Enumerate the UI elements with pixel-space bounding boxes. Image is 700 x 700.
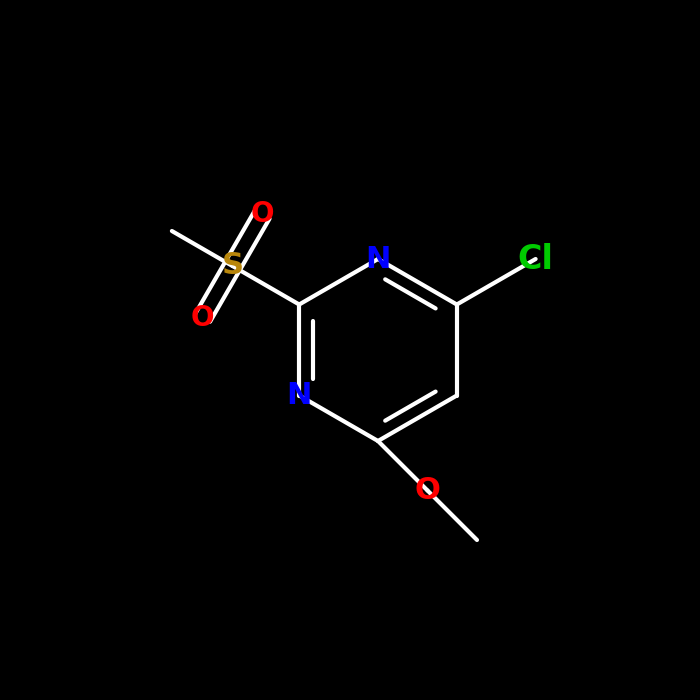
Text: O: O: [414, 476, 440, 505]
Text: O: O: [251, 200, 274, 228]
Text: N: N: [286, 381, 312, 410]
Text: N: N: [365, 244, 391, 274]
Text: S: S: [221, 251, 244, 281]
Text: O: O: [191, 304, 214, 332]
Text: Cl: Cl: [518, 242, 554, 276]
